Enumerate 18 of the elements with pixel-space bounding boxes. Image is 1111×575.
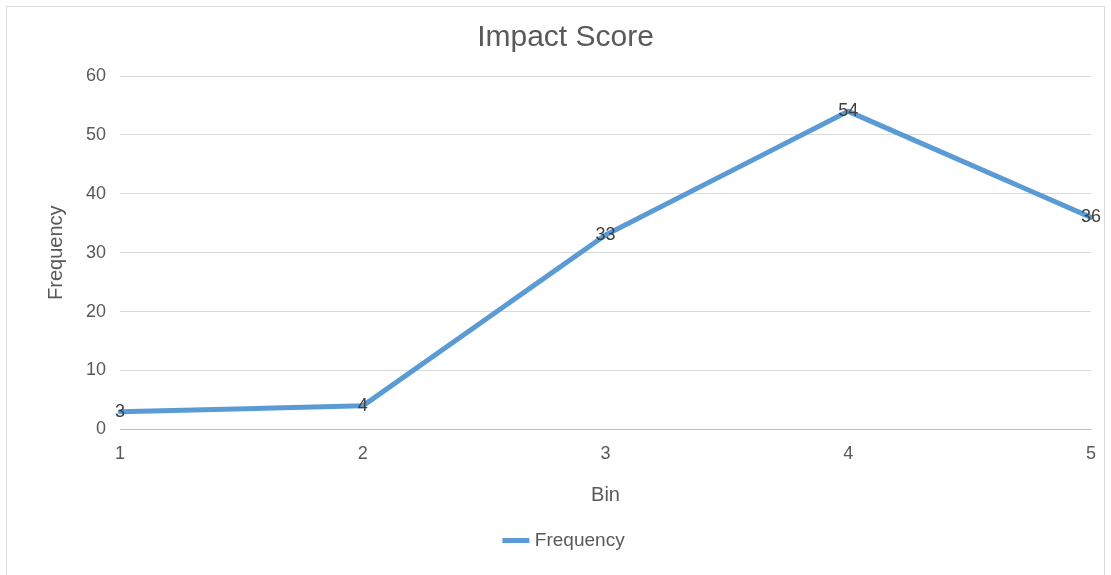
y-tick-label: 40	[85, 182, 107, 203]
x-axis-title: Bin	[591, 482, 620, 505]
data-label: 54	[838, 100, 859, 121]
x-tick-label: 3	[600, 443, 611, 464]
y-tick-label: 30	[85, 241, 107, 262]
chart-title: Impact Score	[477, 19, 654, 53]
x-tick-label: 4	[843, 443, 854, 464]
x-tick-label: 2	[357, 443, 368, 464]
x-tick-label: 1	[115, 443, 126, 464]
x-tick-label: 5	[1085, 443, 1097, 464]
y-tick-label: 0	[96, 418, 107, 439]
data-label: 36	[1080, 206, 1102, 227]
y-axis-title: Frequency	[43, 205, 66, 300]
y-tick-label: 50	[85, 123, 107, 144]
y-tick-label: 20	[85, 300, 107, 321]
y-tick-label: 10	[85, 359, 107, 380]
legend-label: Frequency	[534, 528, 626, 550]
y-tick-label: 60	[85, 64, 107, 85]
